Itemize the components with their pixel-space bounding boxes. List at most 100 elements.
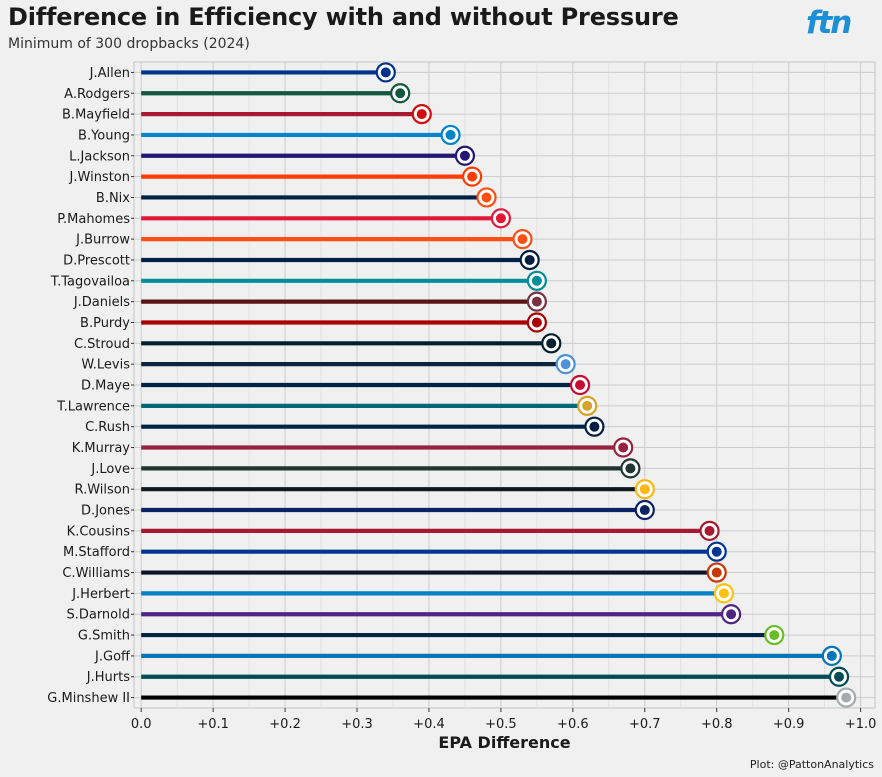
x-tick-label: +0.6	[557, 717, 589, 732]
team-logo-core	[495, 213, 506, 224]
y-tick-label: B.Purdy	[80, 316, 130, 331]
y-tick-label: C.Rush	[85, 420, 130, 435]
team-logo-nyg	[634, 499, 655, 521]
y-tick-label: G.Minshew II	[47, 691, 130, 706]
team-logo-dal	[519, 249, 540, 271]
team-logo-den	[476, 187, 497, 208]
team-logo-core	[718, 588, 729, 599]
y-tick-label: B.Nix	[96, 191, 130, 206]
x-tick-label: +0.4	[413, 717, 445, 732]
team-logo-phi	[828, 666, 850, 687]
team-logo-min	[721, 604, 742, 625]
team-logo-ari	[613, 437, 634, 458]
team-logo-gb	[620, 458, 641, 479]
x-tick-label: +1.0	[845, 717, 877, 732]
team-logo-chi	[706, 562, 727, 583]
logo-layer	[375, 62, 857, 708]
team-logo-core	[639, 484, 650, 495]
team-logo-core	[524, 254, 535, 265]
team-logo-core	[826, 650, 837, 661]
team-logo-core	[841, 692, 852, 703]
team-logo-det	[821, 645, 842, 667]
y-tick-label: J.Herbert	[71, 587, 130, 602]
x-tick-label: 0.0	[131, 717, 152, 732]
team-logo-core	[704, 525, 715, 536]
team-logo-core	[625, 463, 636, 474]
team-logo-core	[639, 505, 650, 516]
y-tick-label: S.Darnold	[66, 608, 130, 623]
team-logo-hou	[541, 333, 562, 354]
y-tick-label: J.Daniels	[73, 295, 130, 310]
team-logo-lv	[836, 687, 857, 708]
team-logo-core	[395, 88, 406, 99]
y-tick-label: R.Wilson	[75, 483, 130, 498]
team-logo-sf	[526, 312, 547, 333]
x-tick-label: +0.7	[629, 717, 661, 732]
y-tick-label: G.Smith	[78, 629, 130, 644]
team-logo-car	[440, 124, 461, 146]
y-tick-label: J.Goff	[94, 649, 131, 664]
x-tick-label: +0.8	[701, 717, 733, 732]
team-logo-core	[416, 109, 427, 120]
y-tick-label: J.Allen	[89, 66, 130, 81]
team-logo-core	[834, 671, 845, 682]
team-logo-tb	[411, 103, 432, 125]
credit-label: Plot: @PattonAnalytics	[749, 758, 874, 771]
team-logo-core	[467, 171, 478, 182]
team-logo-kc	[490, 208, 512, 229]
y-tick-label: J.Winston	[69, 170, 130, 185]
team-logo-atl	[699, 520, 720, 541]
x-tick-label: +0.1	[197, 717, 229, 732]
team-logo-dal	[584, 416, 605, 437]
y-tick-label: J.Hurts	[86, 670, 130, 685]
team-logo-lac	[713, 583, 735, 604]
team-logo-core	[531, 317, 542, 328]
team-logo-mia	[526, 270, 547, 291]
team-logo-was	[526, 291, 547, 312]
y-tick-label: D.Maye	[81, 379, 130, 394]
team-logo-core	[531, 296, 542, 307]
team-logo-core	[459, 150, 470, 161]
x-tick-label: +0.9	[773, 717, 805, 732]
team-logo-core	[589, 421, 600, 432]
y-tick-label: C.Williams	[62, 566, 130, 581]
chart-subtitle: Minimum of 300 dropbacks (2024)	[8, 36, 250, 52]
brand-logo: ftn	[806, 5, 852, 41]
y-tick-label: M.Stafford	[63, 545, 130, 560]
chart-title: Difference in Efficiency with and withou…	[8, 3, 679, 31]
team-logo-core	[546, 338, 557, 349]
team-logo-nyj	[390, 83, 411, 104]
x-axis-title: EPA Difference	[438, 733, 570, 752]
team-logo-core	[618, 442, 629, 453]
y-tick-label: L.Jackson	[69, 149, 130, 164]
team-logo-bal	[454, 145, 476, 166]
y-tick-label: K.Murray	[72, 441, 131, 456]
y-tick-label: D.Jones	[81, 504, 130, 519]
team-logo-cin	[512, 229, 533, 250]
team-logo-lar	[706, 541, 727, 562]
team-logo-core	[380, 67, 391, 78]
y-tick-label: C.Stroud	[74, 337, 130, 352]
bar-layer	[141, 70, 847, 700]
team-logo-core	[582, 400, 593, 411]
y-tick-label: J.Burrow	[75, 233, 130, 248]
y-tick-label: A.Rodgers	[64, 87, 130, 102]
team-logo-core	[726, 609, 737, 620]
team-logo-ne	[569, 374, 591, 396]
team-logo-ten	[555, 354, 576, 375]
team-logo-core	[769, 630, 780, 641]
team-logo-core	[531, 275, 542, 286]
team-logo-core	[481, 192, 492, 203]
y-tick-label: K.Cousins	[67, 524, 131, 539]
team-logo-core	[445, 129, 456, 140]
y-tick-label: P.Mahomes	[57, 212, 130, 227]
team-logo-core	[575, 380, 586, 390]
team-logo-sea	[764, 624, 785, 646]
x-tick-label: +0.5	[485, 717, 517, 732]
team-logo-cle	[462, 166, 483, 187]
x-tick-label: +0.3	[341, 717, 373, 732]
team-logo-core	[517, 234, 528, 245]
team-logo-jax	[577, 395, 598, 416]
y-tick-label: W.Levis	[81, 358, 130, 373]
team-logo-buf	[375, 62, 396, 83]
